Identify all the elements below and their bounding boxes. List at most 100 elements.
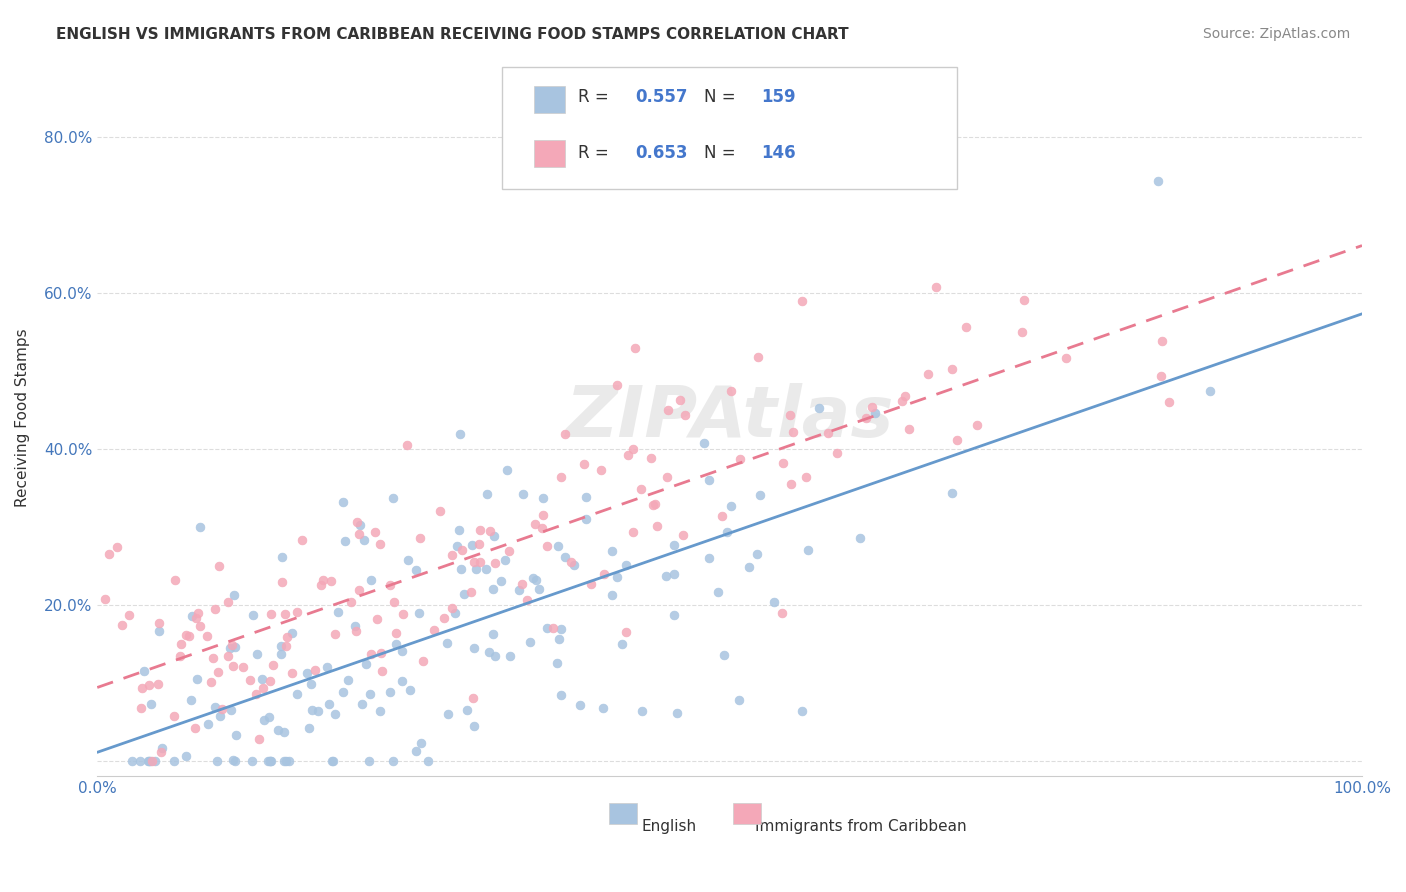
Point — [606, 377, 628, 392]
Point — [529, 582, 551, 596]
Point — [246, 647, 269, 661]
Point — [484, 529, 506, 543]
Point — [105, 541, 128, 555]
Point — [204, 699, 226, 714]
Point — [132, 665, 155, 679]
Point — [219, 703, 242, 717]
Point — [918, 146, 941, 161]
Point — [593, 567, 616, 582]
Point — [720, 499, 742, 513]
Point — [581, 577, 603, 591]
Point — [201, 651, 224, 665]
Point — [217, 595, 239, 609]
Point — [546, 656, 568, 670]
Point — [1150, 369, 1173, 384]
Point — [643, 498, 665, 512]
Point — [437, 707, 460, 722]
Point — [360, 573, 382, 587]
Point — [1147, 174, 1170, 188]
Point — [225, 728, 247, 742]
Point — [267, 723, 290, 737]
Text: 159: 159 — [761, 88, 796, 106]
Point — [433, 611, 456, 625]
Point — [640, 451, 662, 466]
Point — [150, 740, 173, 755]
Point — [347, 582, 370, 597]
Text: Source: ZipAtlas.com: Source: ZipAtlas.com — [1202, 27, 1350, 41]
Point — [482, 582, 505, 597]
Point — [143, 754, 166, 768]
Point — [224, 754, 246, 768]
Point — [240, 754, 263, 768]
Text: N =: N = — [704, 144, 741, 161]
Point — [259, 607, 281, 621]
Point — [699, 473, 721, 487]
Point — [468, 537, 491, 551]
Point — [499, 648, 522, 663]
Point — [274, 754, 297, 768]
Point — [477, 487, 499, 501]
Point — [554, 549, 576, 564]
Point — [484, 649, 506, 664]
Point — [257, 710, 280, 724]
Point — [273, 607, 295, 621]
Text: Immigrants from Caribbean: Immigrants from Caribbean — [755, 819, 966, 834]
Point — [461, 538, 484, 552]
Point — [484, 557, 506, 571]
Point — [392, 607, 415, 621]
Point — [512, 486, 534, 500]
Point — [710, 508, 733, 523]
Point — [285, 605, 308, 619]
Point — [449, 523, 471, 537]
Point — [748, 488, 770, 502]
Point — [460, 584, 482, 599]
Point — [222, 753, 245, 767]
Point — [176, 628, 198, 642]
Point — [270, 550, 292, 565]
Point — [131, 681, 153, 695]
Point — [364, 525, 387, 540]
Point — [111, 617, 134, 632]
FancyBboxPatch shape — [609, 803, 637, 824]
Point — [917, 367, 939, 381]
Point — [219, 640, 242, 655]
Point — [274, 639, 297, 653]
Point — [572, 457, 595, 471]
Point — [436, 636, 458, 650]
Point — [444, 606, 467, 620]
Point — [208, 558, 231, 573]
Point — [382, 754, 405, 768]
Point — [396, 553, 419, 567]
Point — [186, 672, 208, 686]
Point — [592, 701, 614, 715]
Point — [295, 666, 318, 681]
Point — [307, 704, 329, 718]
Point — [1157, 395, 1180, 409]
Point — [624, 341, 647, 355]
Point — [464, 562, 486, 576]
Point — [184, 722, 207, 736]
Point — [645, 519, 668, 533]
Point — [478, 645, 501, 659]
Point — [250, 672, 273, 686]
Point — [281, 626, 304, 640]
Point — [617, 448, 640, 462]
Point — [321, 574, 343, 589]
Point — [693, 436, 716, 450]
Point — [217, 648, 239, 663]
Point — [1054, 351, 1077, 366]
Point — [200, 675, 222, 690]
Point — [323, 626, 346, 640]
Point — [177, 629, 200, 643]
Point — [456, 703, 478, 717]
Point — [304, 663, 326, 677]
Point — [197, 717, 219, 731]
Point — [349, 527, 371, 541]
Point — [93, 592, 115, 607]
Point — [139, 754, 162, 768]
Point — [340, 594, 363, 608]
Point — [463, 719, 485, 733]
Point — [523, 516, 546, 531]
Point — [399, 682, 422, 697]
FancyBboxPatch shape — [734, 803, 761, 824]
